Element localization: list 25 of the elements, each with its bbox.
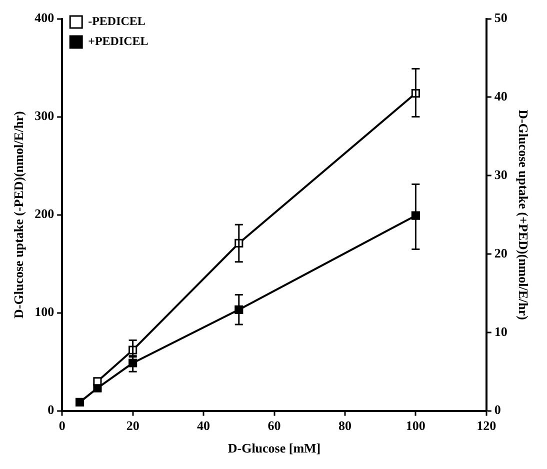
- x-tick-label: 60: [268, 418, 281, 433]
- y2-tick-label: 30: [494, 166, 508, 182]
- y-tick-label: 200: [34, 206, 54, 222]
- x-tick-label: 120: [476, 418, 496, 433]
- y-tick-label: 400: [34, 10, 54, 26]
- x-tick-label: 0: [58, 418, 66, 433]
- legend-label: -PEDICEL: [88, 14, 146, 28]
- point: [75, 398, 84, 406]
- y2-axis-title: D-Glucose uptake (+PED)(nmol/E/hr): [516, 110, 531, 320]
- point: [93, 377, 102, 386]
- x-tick-label: 80: [338, 418, 352, 433]
- x-tick-label: 20: [126, 418, 140, 433]
- legend-label: +PEDICEL: [88, 34, 148, 48]
- y-tick-label: 300: [34, 108, 54, 124]
- x-tick-label: 40: [197, 418, 210, 433]
- y-tick-label: 0: [48, 402, 54, 418]
- y2-tick-label: 40: [494, 88, 508, 104]
- x-axis-title: D-Glucose [mM]: [228, 440, 321, 456]
- y-tick-label: 100: [34, 304, 54, 320]
- y2-tick-label: 10: [494, 324, 508, 339]
- x-tick-label: 100: [406, 418, 426, 433]
- y2-tick-label: 20: [494, 245, 508, 260]
- y2-tick-label: 0: [494, 402, 501, 418]
- y2-tick-label: 50: [494, 10, 508, 26]
- y-axis-title: D-Glucose uptake (-PED)(nmol/E/hr): [11, 111, 26, 318]
